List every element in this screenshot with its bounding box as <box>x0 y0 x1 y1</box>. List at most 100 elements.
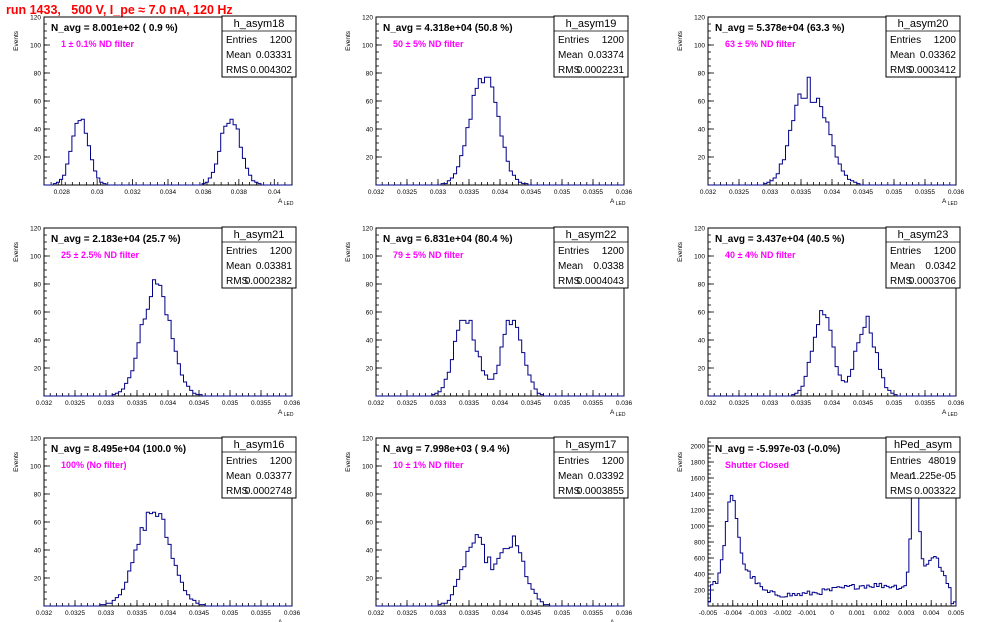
histogram-name: h_asym21 <box>234 229 285 241</box>
stats-box: h_asym18 Entries 1200 Mean 0.03331 RMS 0.00430… <box>221 15 297 78</box>
histogram-line <box>44 279 292 397</box>
y-tick-label: 80 <box>366 282 374 289</box>
x-tick-label: 0.032 <box>700 189 717 196</box>
stats-box-frame <box>885 15 961 78</box>
x-tick-label: -0.002 <box>773 610 792 617</box>
y-tick-label: 40 <box>366 338 374 345</box>
y-tick-label: 60 <box>34 310 42 317</box>
x-tick-label: 0.032 <box>36 400 53 407</box>
histogram-panel: 0.032 0.0325 0.033 0.0335 0.034 0.0345 0.035 0.… <box>345 436 633 622</box>
stats-box-frame <box>553 226 629 289</box>
stats-key: RMS <box>890 276 913 287</box>
y-axis-title: Events <box>345 451 352 472</box>
x-tick-label: 0.032 <box>700 400 717 407</box>
stats-value: 0.004302 <box>250 65 292 76</box>
stats-box-frame <box>221 436 297 499</box>
histogram-line <box>44 511 292 607</box>
x-tick-label: 0.0345 <box>853 189 873 196</box>
stats-value: 1200 <box>602 246 625 257</box>
stats-key: Entries <box>890 246 921 257</box>
x-tick-label: 0.0325 <box>729 189 749 196</box>
y-tick-label: 20 <box>366 366 374 373</box>
x-tick-label: 0.0325 <box>397 189 417 196</box>
y-tick-label: 20 <box>34 366 42 373</box>
histogram-name: h_asym22 <box>566 229 617 241</box>
y-axis-title: Events <box>677 451 684 472</box>
x-tick-label: 0.0335 <box>127 610 147 617</box>
y-tick-label: 1000 <box>691 524 706 531</box>
x-tick-label: 0.028 <box>54 189 71 196</box>
stats-key: Mean <box>890 50 915 61</box>
histogram-panel: 0.028 0.03 0.032 0.034 0.036 0.038 0.04 20 40 60 8… <box>13 15 297 207</box>
y-tick-label: 120 <box>30 436 41 443</box>
x-tick-label: 0.033 <box>430 610 447 617</box>
x-tick-label: 0.0345 <box>521 400 541 407</box>
x-tick-label: 0.003 <box>898 610 915 617</box>
stats-key: Mean <box>558 50 583 61</box>
stats-key: Entries <box>558 246 589 257</box>
x-axis-title: A LED <box>942 198 958 207</box>
y-tick-label: 1400 <box>691 492 706 499</box>
n-avg-label: N_avg = 7.998e+03 ( 9.4 %) <box>383 444 510 455</box>
histogram-line <box>376 534 624 607</box>
stats-key: RMS <box>890 65 913 76</box>
stats-key: Entries <box>890 456 921 467</box>
y-tick-label: 100 <box>694 254 705 261</box>
histogram-name: h_asym17 <box>566 439 617 451</box>
y-tick-label: 80 <box>366 71 374 78</box>
stats-value: 1200 <box>270 35 293 46</box>
stats-box-frame <box>885 226 961 289</box>
x-tick-label: 0.036 <box>948 400 965 407</box>
y-tick-label: 40 <box>698 338 706 345</box>
x-axis-title: A LED <box>610 198 626 207</box>
n-avg-label: N_avg = -5.997e-03 (-0.0%) <box>715 444 840 455</box>
y-tick-label: 80 <box>34 492 42 499</box>
x-tick-label: 0.0335 <box>459 610 479 617</box>
y-tick-label: 20 <box>366 155 374 162</box>
stats-key: Entries <box>226 246 257 257</box>
y-tick-label: 20 <box>34 155 42 162</box>
x-tick-label: 0.032 <box>368 189 385 196</box>
y-tick-label: 100 <box>30 254 41 261</box>
y-tick-label: 60 <box>366 310 374 317</box>
x-tick-label: 0.0345 <box>189 400 209 407</box>
histogram-line <box>708 310 956 397</box>
y-tick-label: 60 <box>366 99 374 106</box>
x-tick-label: 0.035 <box>886 189 903 196</box>
stats-value: 0.0338 <box>593 261 624 272</box>
y-tick-label: 40 <box>698 127 706 134</box>
y-tick-label: 1800 <box>691 460 706 467</box>
x-tick-label: 0.036 <box>616 189 633 196</box>
y-tick-label: 600 <box>694 556 705 563</box>
x-tick-label: 0.0345 <box>521 610 541 617</box>
x-tick-label: 0.0325 <box>397 610 417 617</box>
stats-value: 0.0002382 <box>245 276 293 287</box>
histogram-panel: -0.005 -0.004 -0.003 -0.002 -0.001 0 0.001 0.00… <box>677 436 965 617</box>
y-tick-label: 60 <box>698 99 706 106</box>
histogram-name: h_asym20 <box>898 18 949 30</box>
stats-value: 0.003322 <box>914 486 956 497</box>
y-tick-label: 800 <box>694 540 705 547</box>
stats-key: RMS <box>226 486 249 497</box>
stats-key: Mean <box>226 50 251 61</box>
x-axis-title: A LED <box>278 409 294 418</box>
stats-value: 1200 <box>934 246 957 257</box>
x-tick-label: 0.036 <box>948 189 965 196</box>
x-tick-label: -0.005 <box>699 610 718 617</box>
x-tick-label: 0.0335 <box>459 400 479 407</box>
x-tick-label: 0.035 <box>554 189 571 196</box>
stats-value: 0.0004043 <box>577 276 625 287</box>
x-tick-label: 0.034 <box>824 400 841 407</box>
stats-box-frame <box>221 15 297 78</box>
x-tick-label: 0.0355 <box>915 400 935 407</box>
x-tick-label: 0.033 <box>762 189 779 196</box>
stats-value: 48019 <box>928 456 956 467</box>
y-tick-label: 400 <box>694 572 705 579</box>
stats-value: 0.0003412 <box>909 65 957 76</box>
x-tick-label: 0.0325 <box>65 400 85 407</box>
x-tick-label: 0.033 <box>430 189 447 196</box>
x-tick-label: 0.03 <box>91 189 104 196</box>
stats-value: 1200 <box>934 35 957 46</box>
histogram-name: h_asym19 <box>566 18 617 30</box>
y-tick-label: 20 <box>698 366 706 373</box>
